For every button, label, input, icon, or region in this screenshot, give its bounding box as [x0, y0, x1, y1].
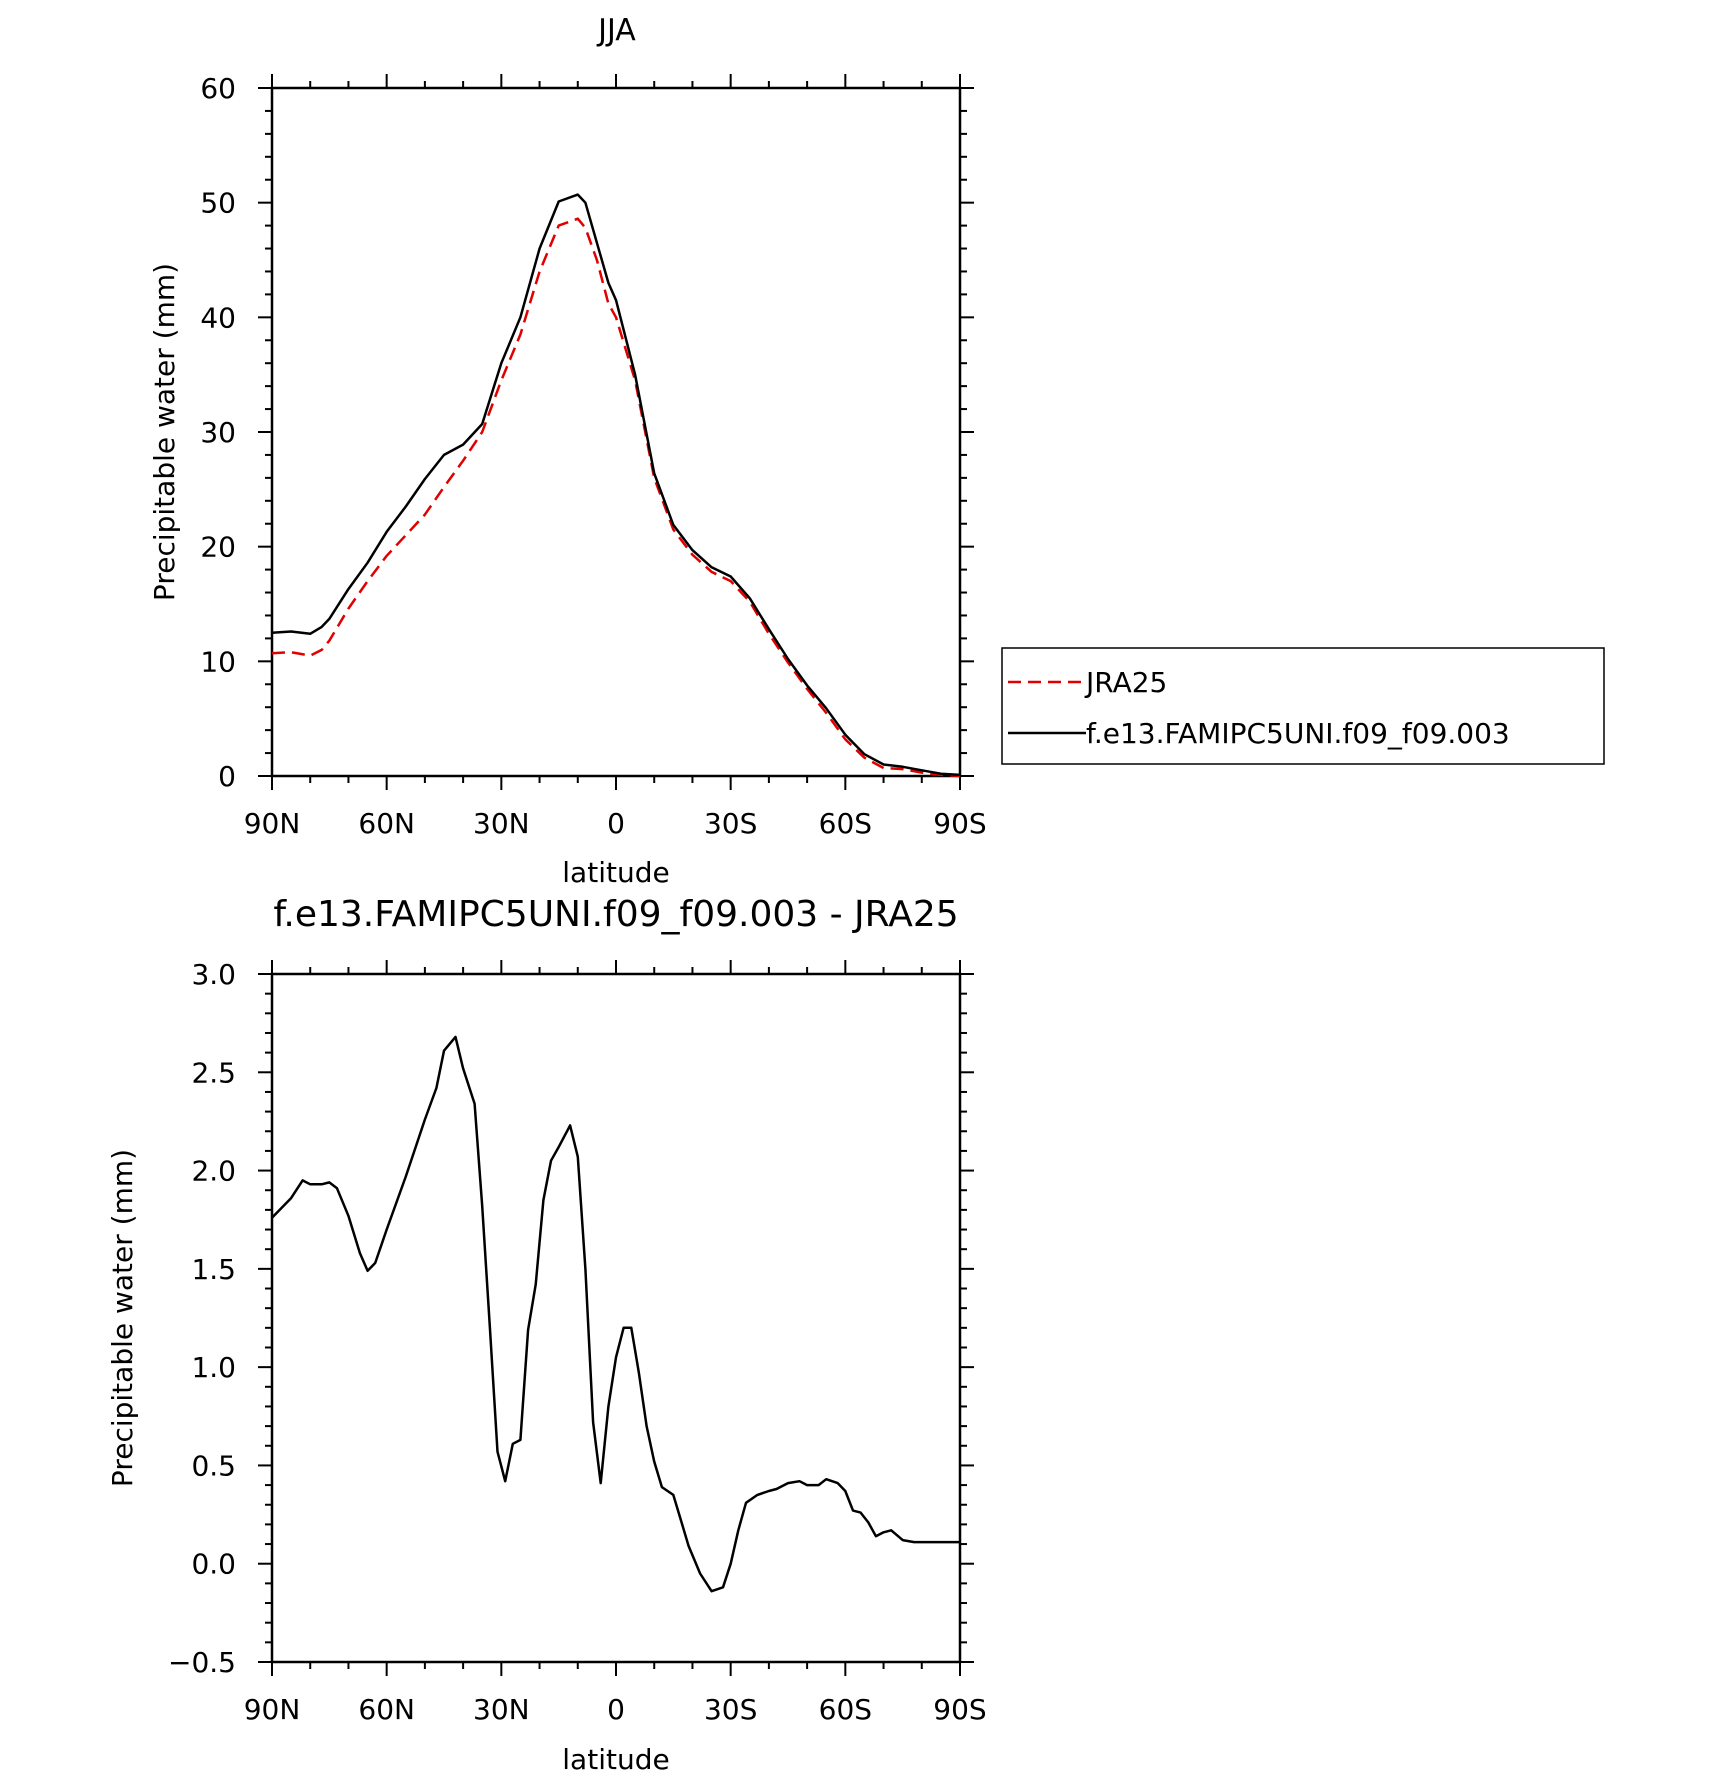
- y-tick-label: −0.5: [168, 1646, 236, 1679]
- y-axis-label: Precipitable water (mm): [106, 1149, 139, 1487]
- chart-title: JJA: [596, 13, 636, 48]
- y-tick-label: 1.0: [191, 1351, 236, 1384]
- plot-frame: [270, 86, 962, 778]
- series-lines: [271, 193, 961, 778]
- x-tick-label: 90S: [933, 1693, 986, 1726]
- axis-ticks: [258, 74, 974, 790]
- y-tick-labels: 0 10 20 30 40 50 60: [200, 72, 236, 793]
- y-tick-label: 30: [200, 416, 236, 449]
- x-tick-label: 90N: [244, 807, 301, 840]
- x-tick-label: 0: [607, 807, 625, 840]
- y-tick-label: 50: [200, 187, 236, 220]
- x-tick-label: 60S: [819, 807, 872, 840]
- y-tick-label: 60: [200, 72, 236, 105]
- x-tick-label: 60N: [358, 1693, 415, 1726]
- y-tick-label: 40: [200, 301, 236, 334]
- x-tick-label: 90N: [244, 1693, 301, 1726]
- x-tick-label: 60N: [358, 807, 415, 840]
- x-tick-label: 0: [607, 1693, 625, 1726]
- y-tick-label: 0.5: [191, 1449, 236, 1482]
- panel-bottom: f.e13.FAMIPC5UNI.f09_f09.003 - JRA25 −0.…: [106, 894, 987, 1776]
- x-tick-labels: 90N 60N 30N 0 30S 60S 90S: [244, 807, 987, 840]
- legend-label-jra25: JRA25: [1084, 666, 1167, 699]
- y-tick-labels: −0.5 0.0 0.5 1.0 1.5 2.0 2.5 3.0: [168, 958, 236, 1679]
- legend-label-model: f.e13.FAMIPC5UNI.f09_f09.003: [1086, 717, 1510, 750]
- y-tick-label: 0: [218, 760, 236, 793]
- x-axis-label: latitude: [562, 856, 669, 889]
- x-tick-label: 30N: [473, 807, 530, 840]
- x-tick-label: 30N: [473, 1693, 530, 1726]
- legend-box: [1001, 647, 1605, 765]
- series-lines: [271, 1035, 960, 1593]
- y-tick-label: 20: [200, 531, 236, 564]
- axis-ticks: [258, 960, 974, 1676]
- y-tick-label: 2.5: [191, 1056, 236, 1089]
- x-tick-labels: 90N 60N 30N 0 30S 60S 90S: [244, 1693, 987, 1726]
- x-tick-label: 30S: [704, 1693, 757, 1726]
- y-axis-label: Precipitable water (mm): [148, 263, 181, 601]
- series-line-difference: [271, 1035, 960, 1593]
- y-tick-label: 1.5: [191, 1253, 236, 1286]
- x-tick-label: 60S: [819, 1693, 872, 1726]
- series-line-model: [271, 193, 961, 777]
- chart-title: f.e13.FAMIPC5UNI.f09_f09.003 - JRA25: [273, 894, 958, 935]
- plot-frame: [270, 972, 962, 1664]
- x-axis-label: latitude: [562, 1743, 669, 1776]
- panel-top: JJA 0 10 20 30 40 50 60 90N 60N 30N 0 30S 60S 90S la…: [148, 13, 987, 889]
- series-line-jra25: [271, 217, 961, 778]
- x-tick-label: 30S: [704, 807, 757, 840]
- legend: JRA25 f.e13.FAMIPC5UNI.f09_f09.003: [1001, 647, 1605, 765]
- x-tick-label: 90S: [933, 807, 986, 840]
- y-tick-label: 3.0: [191, 958, 236, 991]
- y-tick-label: 10: [200, 645, 236, 678]
- y-tick-label: 2.0: [191, 1155, 236, 1188]
- y-tick-label: 0.0: [191, 1548, 236, 1581]
